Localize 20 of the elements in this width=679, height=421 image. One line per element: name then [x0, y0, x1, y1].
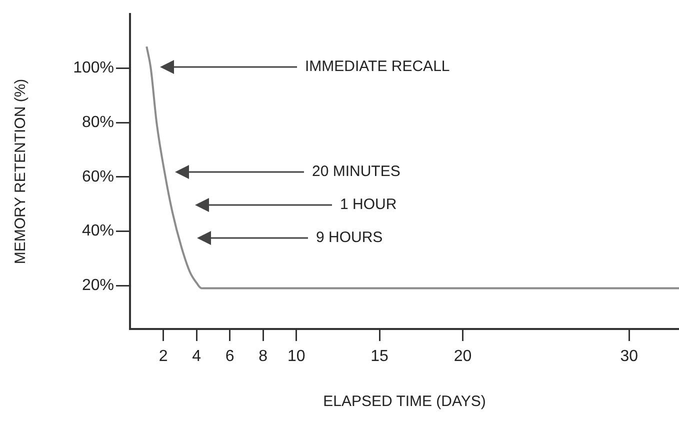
x-tick-label: 15	[370, 348, 389, 366]
y-tick-label: 100%	[73, 60, 114, 77]
y-tick-label: 20%	[82, 276, 114, 294]
x-tick-label: 8	[258, 348, 268, 366]
y-tick-label: 60%	[82, 168, 114, 186]
x-axis-title: ELAPSED TIME (DAYS)	[323, 393, 486, 410]
x-tick-label: 20	[454, 348, 472, 366]
x-tick-label: 4	[192, 348, 202, 366]
x-tick-label: 10	[287, 348, 306, 366]
x-tick-label: 2	[158, 348, 168, 366]
y-axis-title: MEMORY RETENTION (%)	[12, 78, 30, 264]
annotation: 9 HOURS	[316, 229, 383, 246]
x-tick-label: 30	[620, 348, 638, 366]
annotation: IMMEDIATE RECALL	[305, 58, 450, 76]
annotation: 20 MINUTES	[312, 163, 400, 180]
y-tick-label: 40%	[82, 222, 114, 240]
line-series	[146, 46, 679, 290]
y-tick-label: 80%	[82, 114, 114, 132]
x-tick-label: 6	[225, 348, 234, 366]
annotation: 1 HOUR	[340, 196, 397, 214]
